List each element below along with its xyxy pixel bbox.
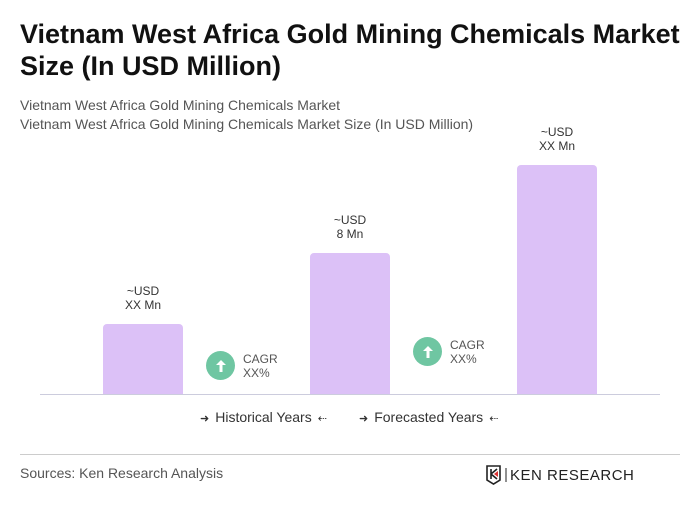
- arrow-up-icon: [206, 351, 235, 380]
- ken-research-logo: KEN RESEARCH: [486, 464, 656, 486]
- cagr-badge: CAGR XX%: [413, 337, 485, 366]
- legend-forecasted: ➜ Forecasted Years ⇠: [353, 409, 504, 425]
- data-label: ~USD XX Mn: [497, 125, 617, 153]
- source-text: Sources: Ken Research Analysis: [20, 465, 224, 481]
- cagr-label: CAGR: [450, 337, 485, 352]
- bar: [517, 165, 597, 394]
- bar: [310, 253, 390, 394]
- data-label-value: XX Mn: [124, 297, 161, 312]
- arrow-right-icon: ➜: [200, 413, 210, 425]
- x-axis: [40, 394, 660, 395]
- data-label: ~USD XX Mn: [83, 284, 203, 312]
- divider: [20, 454, 680, 455]
- bar: [103, 323, 183, 394]
- arrow-right-icon: ➜: [359, 413, 369, 425]
- data-label-line: ~USD: [333, 213, 367, 228]
- legend-historical: ➜ Historical Years ⇠: [194, 409, 333, 425]
- page-title: Vietnam West Africa Gold Mining Chemical…: [20, 19, 680, 81]
- data-label-value: XX Mn: [538, 139, 575, 154]
- svg-text:KEN RESEARCH: KEN RESEARCH: [510, 467, 634, 484]
- cagr-value: XX%: [450, 351, 477, 366]
- subtitle: Vietnam West Africa Gold Mining Chemical…: [20, 97, 341, 113]
- legend-label: Historical Years: [215, 409, 312, 425]
- arrow-left-icon: ⇠: [317, 413, 327, 425]
- data-label-value: 8 Mn: [336, 227, 364, 242]
- cagr-badge: CAGR XX%: [206, 351, 278, 380]
- data-label-line: ~USD: [540, 125, 574, 140]
- chart-subtitle: Vietnam West Africa Gold Mining Chemical…: [20, 116, 474, 132]
- cagr-label: CAGR: [243, 351, 278, 366]
- arrow-left-icon: ⇠: [489, 413, 499, 425]
- legend-label: Forecasted Years: [374, 409, 484, 425]
- arrow-up-icon: [413, 337, 442, 366]
- cagr-value: XX%: [243, 365, 270, 380]
- data-label-line: ~USD: [126, 283, 160, 298]
- data-label: ~USD 8 Mn: [290, 213, 410, 241]
